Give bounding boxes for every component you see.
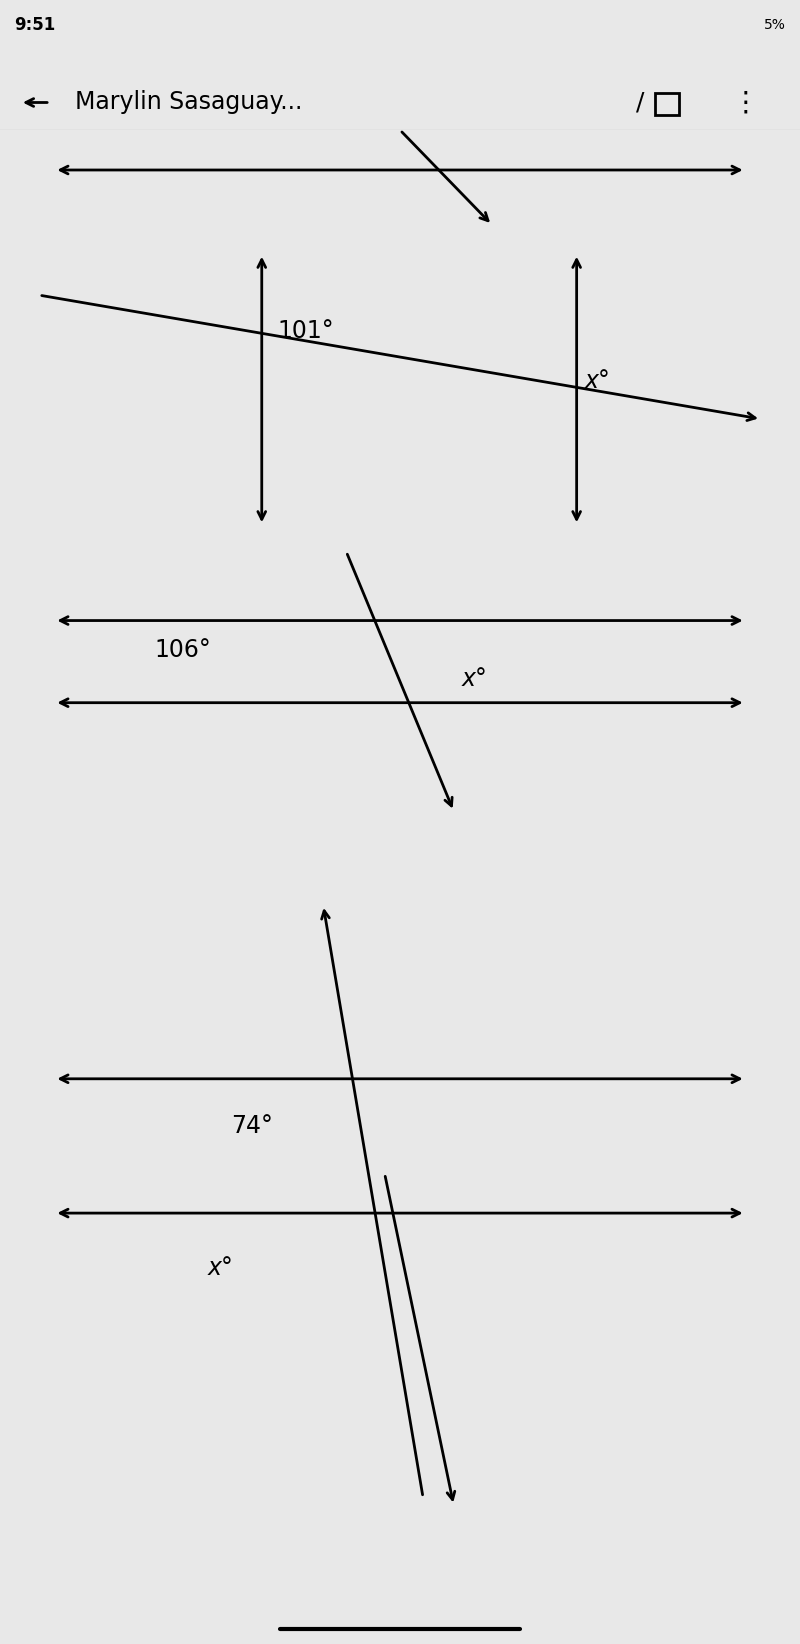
Text: 5%: 5% bbox=[764, 18, 786, 31]
Text: ⋮: ⋮ bbox=[731, 89, 759, 117]
Text: 106°: 106° bbox=[154, 638, 211, 661]
Text: x°: x° bbox=[208, 1256, 234, 1281]
Text: Marylin Sasaguay...: Marylin Sasaguay... bbox=[75, 90, 302, 115]
Text: /: / bbox=[636, 90, 644, 115]
Text: x°: x° bbox=[462, 667, 487, 690]
Text: x°: x° bbox=[584, 368, 610, 393]
Text: 74°: 74° bbox=[231, 1115, 273, 1138]
Text: 101°: 101° bbox=[277, 319, 334, 342]
Text: 9:51: 9:51 bbox=[14, 16, 55, 35]
